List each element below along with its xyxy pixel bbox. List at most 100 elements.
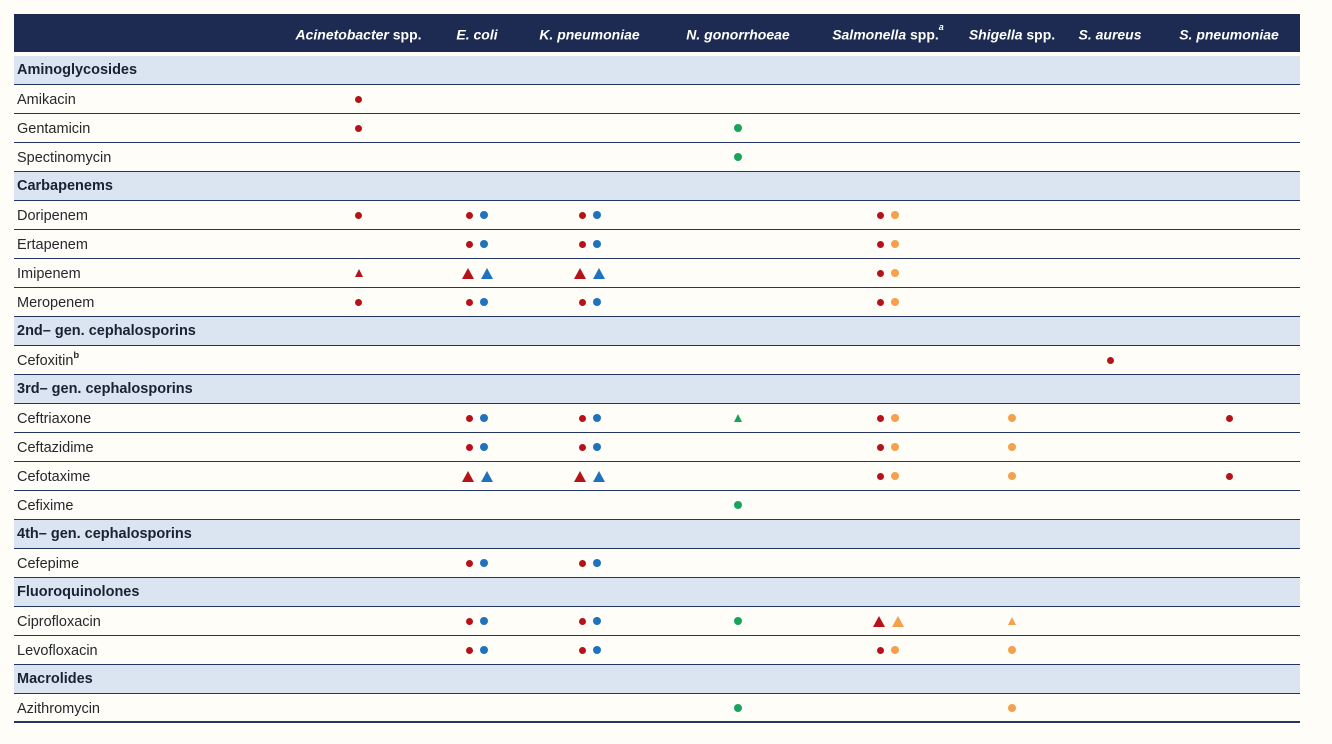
marker-cell-shigella	[962, 549, 1062, 577]
drug-name: Ciprofloxacin	[17, 613, 101, 630]
drug-row: Ceftazidime	[14, 433, 1300, 462]
column-header-suffix: spp.	[1022, 26, 1056, 43]
drug-class-row: Fluoroquinolones	[14, 578, 1300, 607]
orange-circle-marker	[1008, 703, 1016, 712]
marker-cell-shigella	[962, 607, 1062, 635]
blue-circle-marker	[592, 240, 601, 248]
green-circle-marker	[734, 501, 742, 509]
red-circle-marker	[578, 414, 586, 422]
marker-cell-salmonella	[814, 694, 962, 721]
marker-cell-ecoli	[437, 491, 517, 519]
marker-cell-ngonorrhoeae	[662, 114, 814, 142]
red-circle-marker	[877, 414, 884, 422]
marker-cell-salmonella	[814, 404, 962, 432]
drug-row: Gentamicin	[14, 114, 1300, 143]
orange-circle-marker	[891, 269, 899, 277]
marker-cell-kpneumoniae	[517, 85, 662, 113]
marker-cell-spneumoniae	[1158, 288, 1300, 316]
red-circle-marker	[1225, 472, 1233, 480]
marker-cell-salmonella	[814, 259, 962, 287]
marker-cell-shigella	[962, 201, 1062, 229]
red-circle-marker	[877, 472, 884, 480]
marker-cell-ngonorrhoeae	[662, 433, 814, 461]
orange-circle-marker	[891, 443, 899, 451]
red-circle-marker	[877, 443, 884, 451]
red-circle-marker	[466, 414, 473, 422]
marker-cell-salmonella	[814, 549, 962, 577]
drug-row: Cefotaxime	[14, 462, 1300, 491]
marker-cell-acinetobacter	[280, 491, 437, 519]
red-circle-marker	[578, 443, 586, 451]
orange-circle-marker	[1008, 472, 1016, 480]
drug-name-label: Ceftazidime	[14, 438, 280, 456]
drug-class-row: Aminoglycosides	[14, 56, 1300, 85]
marker-cell-shigella	[962, 85, 1062, 113]
column-header-species: K. pneumoniae	[539, 26, 640, 43]
column-header-saureus: S. aureus	[1062, 12, 1158, 54]
green-triangle-marker	[734, 414, 742, 422]
marker-cell-shigella	[962, 230, 1062, 258]
drug-name-label: Imipenem	[14, 264, 280, 282]
marker-cell-spneumoniae	[1158, 346, 1300, 374]
drug-row: Ceftriaxone	[14, 404, 1300, 433]
blue-circle-marker	[480, 240, 488, 248]
table-body: Aminoglycosides Amikacin Gentamicin Spectin…	[14, 56, 1300, 723]
blue-circle-marker	[592, 414, 601, 422]
red-circle-marker	[578, 646, 586, 654]
marker-cell-kpneumoniae	[517, 346, 662, 374]
marker-cell-kpneumoniae	[517, 636, 662, 664]
column-header-species: Salmonella	[832, 26, 907, 43]
orange-circle-marker	[891, 414, 899, 422]
column-header-kpneumoniae: K. pneumoniae	[517, 12, 662, 54]
marker-cell-ecoli	[437, 462, 517, 490]
marker-cell-spneumoniae	[1158, 404, 1300, 432]
drug-row: Cefixime	[14, 491, 1300, 520]
marker-cell-kpneumoniae	[517, 288, 662, 316]
orange-circle-marker	[891, 298, 899, 306]
marker-cell-kpneumoniae	[517, 549, 662, 577]
marker-cell-salmonella	[814, 230, 962, 258]
drug-name-label: Gentamicin	[14, 119, 280, 137]
column-header-species: Shigella	[968, 26, 1023, 43]
marker-cell-salmonella	[814, 433, 962, 461]
marker-cell-spneumoniae	[1158, 491, 1300, 519]
drug-name-label: Meropenem	[14, 293, 280, 311]
blue-circle-marker	[592, 559, 601, 567]
marker-cell-shigella	[962, 404, 1062, 432]
drug-name: Spectinomycin	[17, 149, 112, 166]
orange-circle-marker	[891, 472, 899, 480]
drug-name-label: Amikacin	[14, 90, 280, 108]
drug-name: Meropenem	[17, 294, 95, 311]
drug-name-label: Spectinomycin	[14, 148, 280, 166]
red-circle-marker	[466, 298, 473, 306]
column-header-ecoli: E. coli	[437, 12, 517, 54]
drug-class-row: 4th– gen. cephalosporins	[14, 520, 1300, 549]
marker-cell-shigella	[962, 433, 1062, 461]
marker-cell-salmonella	[814, 491, 962, 519]
orange-circle-marker	[891, 240, 899, 248]
orange-triangle-marker	[891, 615, 904, 627]
marker-cell-salmonella	[814, 607, 962, 635]
red-triangle-marker	[461, 470, 474, 482]
column-header-species: E. coli	[456, 26, 498, 43]
marker-cell-ecoli	[437, 636, 517, 664]
drug-name-label: Doripenem	[14, 206, 280, 224]
marker-cell-ecoli	[437, 201, 517, 229]
marker-cell-spneumoniae	[1158, 259, 1300, 287]
marker-cell-shigella	[962, 694, 1062, 721]
drug-name: Levofloxacin	[17, 642, 98, 659]
resistance-table: Acinetobacter spp. E. coli K. pneumoniae N.…	[14, 14, 1300, 723]
orange-circle-marker	[891, 211, 899, 219]
marker-cell-ecoli	[437, 259, 517, 287]
marker-cell-ngonorrhoeae	[662, 288, 814, 316]
marker-cell-spneumoniae	[1158, 549, 1300, 577]
blue-triangle-marker	[480, 470, 493, 482]
marker-cell-shigella	[962, 346, 1062, 374]
red-circle-marker	[578, 240, 586, 248]
red-triangle-marker	[354, 269, 363, 277]
marker-cell-acinetobacter	[280, 636, 437, 664]
marker-cell-ngonorrhoeae	[662, 85, 814, 113]
drug-row: Imipenem	[14, 259, 1300, 288]
drug-row: Levofloxacin	[14, 636, 1300, 665]
marker-cell-spneumoniae	[1158, 462, 1300, 490]
